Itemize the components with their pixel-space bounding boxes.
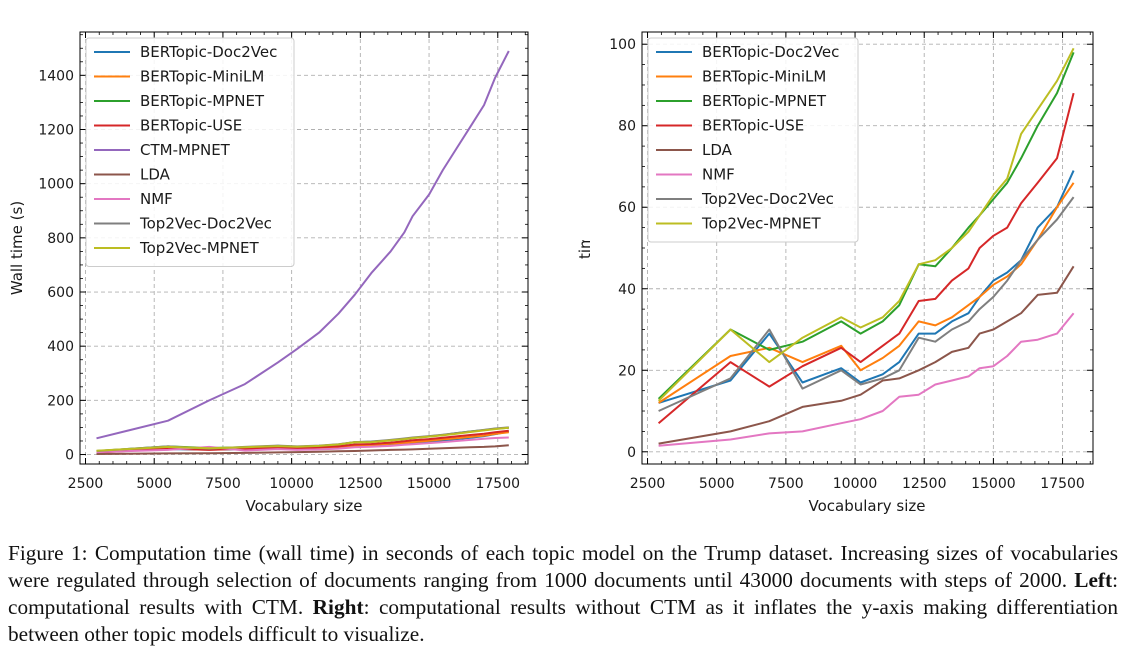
y-tick-label: 1200 <box>38 123 74 139</box>
y-tick-label: 1400 <box>38 68 74 84</box>
right-series-lines <box>657 47 1075 447</box>
legend-box <box>85 37 295 267</box>
legend-label-bertopic-doc2vec: BERTopic-Doc2Vec <box>702 43 839 61</box>
x-tick-label: 5000 <box>699 476 735 492</box>
series-line-bertopic-use <box>657 92 1075 424</box>
legend-label-top2vec-doc2vec: Top2Vec-Doc2Vec <box>139 215 272 233</box>
y-tick-label: 20 <box>618 363 636 379</box>
right-axis-ticks: 2500 5000 7500 10000 12500 15000 17500 0 20 40 60 8… <box>609 32 1093 492</box>
x-tick-label: 10000 <box>269 476 314 492</box>
legend-label-ctm-mpnet: CTM-MPNET <box>140 141 231 159</box>
legend-label-bertopic-minilm: BERTopic-MiniLM <box>140 68 264 86</box>
legend-label-bertopic-doc2vec: BERTopic-Doc2Vec <box>140 43 277 61</box>
caption-text-3: : computational results without CTM as i… <box>8 595 1118 646</box>
legend-label-nmf: NMF <box>140 190 173 208</box>
series-line-top2vec-mpnet <box>96 426 509 452</box>
x-tick-label: 17500 <box>1040 476 1085 492</box>
x-tick-label: 15000 <box>407 476 452 492</box>
right-chart: 2500 5000 7500 10000 12500 15000 17500 0 20 40 60 8… <box>576 31 1094 515</box>
legend-label-lda: LDA <box>140 166 171 184</box>
x-tick-label: 10000 <box>833 476 878 492</box>
legend-label-top2vec-mpnet: Top2Vec-MPNET <box>139 239 260 257</box>
caption-text-2: : computational results with CTM. <box>8 568 1118 619</box>
y-tick-label: 0 <box>65 448 74 464</box>
y-tick-label: 40 <box>618 282 636 298</box>
x-tick-label: 7500 <box>205 476 241 492</box>
right-y-axis-label: Wall time (s) <box>576 201 594 295</box>
right-y-axis-label-clip: Wall time (s) <box>576 201 594 295</box>
y-tick-label: 60 <box>618 200 636 216</box>
y-tick-label: 0 <box>627 445 636 461</box>
left-y-axis-label: Wall time (s) <box>8 201 26 295</box>
legend-label-bertopic-minilm: BERTopic-MiniLM <box>702 68 826 86</box>
legend-label-lda: LDA <box>702 141 733 159</box>
legend-label-bertopic-use: BERTopic-USE <box>140 117 242 135</box>
left-series-lines <box>96 50 510 455</box>
y-tick-label: 200 <box>47 393 74 409</box>
series-line-bertopic-mpnet <box>657 52 1075 400</box>
series-line-bertopic-use <box>96 429 509 454</box>
y-tick-label: 400 <box>47 339 74 355</box>
caption-left-label: Left <box>1074 568 1113 592</box>
series-line-nmf <box>658 312 1075 447</box>
y-tick-label: 100 <box>609 37 636 53</box>
series-line-bertopic-minilm <box>658 182 1075 404</box>
x-tick-label: 2500 <box>630 476 666 492</box>
left-plot-frame <box>79 31 529 465</box>
x-tick-label: 7500 <box>768 476 804 492</box>
right-legend: BERTopic-Doc2Vec BERTopic-MiniLM BERTopic-… <box>647 37 859 243</box>
x-tick-label: 5000 <box>136 476 172 492</box>
x-tick-label: 17500 <box>475 476 520 492</box>
figure-caption: Figure 1: Computation time (wall time) i… <box>8 540 1118 648</box>
legend-box <box>647 37 859 243</box>
series-line-lda <box>658 265 1075 445</box>
series-line-ctm-mpnet <box>96 50 510 440</box>
x-tick-label: 12500 <box>902 476 947 492</box>
x-tick-label: 15000 <box>971 476 1016 492</box>
caption-text-1: Figure 1: Computation time (wall time) i… <box>8 541 1118 592</box>
legend-label-top2vec-mpnet: Top2Vec-MPNET <box>701 215 822 233</box>
left-chart: 2500 5000 7500 10000 12500 15000 17500 0 200 400 6… <box>8 31 529 515</box>
left-x-axis-label: Vocabulary size <box>246 497 363 515</box>
right-x-axis-label: Vocabulary size <box>809 497 926 515</box>
legend-label-bertopic-use: BERTopic-USE <box>702 117 804 135</box>
y-tick-label: 600 <box>47 285 74 301</box>
x-tick-label: 12500 <box>338 476 383 492</box>
x-tick-label: 2500 <box>68 476 104 492</box>
figure: 2500 5000 7500 10000 12500 15000 1750002004006… <box>8 31 1094 515</box>
legend-label-bertopic-mpnet: BERTopic-MPNET <box>140 92 265 110</box>
legend-label-bertopic-mpnet: BERTopic-MPNET <box>702 92 827 110</box>
series-line-top2vec-doc2vec <box>658 196 1075 412</box>
y-tick-label: 80 <box>618 119 636 135</box>
y-tick-label: 800 <box>47 231 74 247</box>
legend-label-nmf: NMF <box>702 166 735 184</box>
series-line-top2vec-mpnet <box>657 47 1075 402</box>
series-line-nmf <box>96 436 509 454</box>
caption-right-label: Right <box>312 595 364 619</box>
left-legend: BERTopic-Doc2Vec BERTopic-MiniLM BERTopic-… <box>85 37 295 267</box>
series-line-lda <box>96 444 509 455</box>
legend-label-top2vec-doc2vec: Top2Vec-Doc2Vec <box>701 190 834 208</box>
right-plot-frame <box>641 31 1094 465</box>
y-tick-label: 1000 <box>38 177 74 193</box>
